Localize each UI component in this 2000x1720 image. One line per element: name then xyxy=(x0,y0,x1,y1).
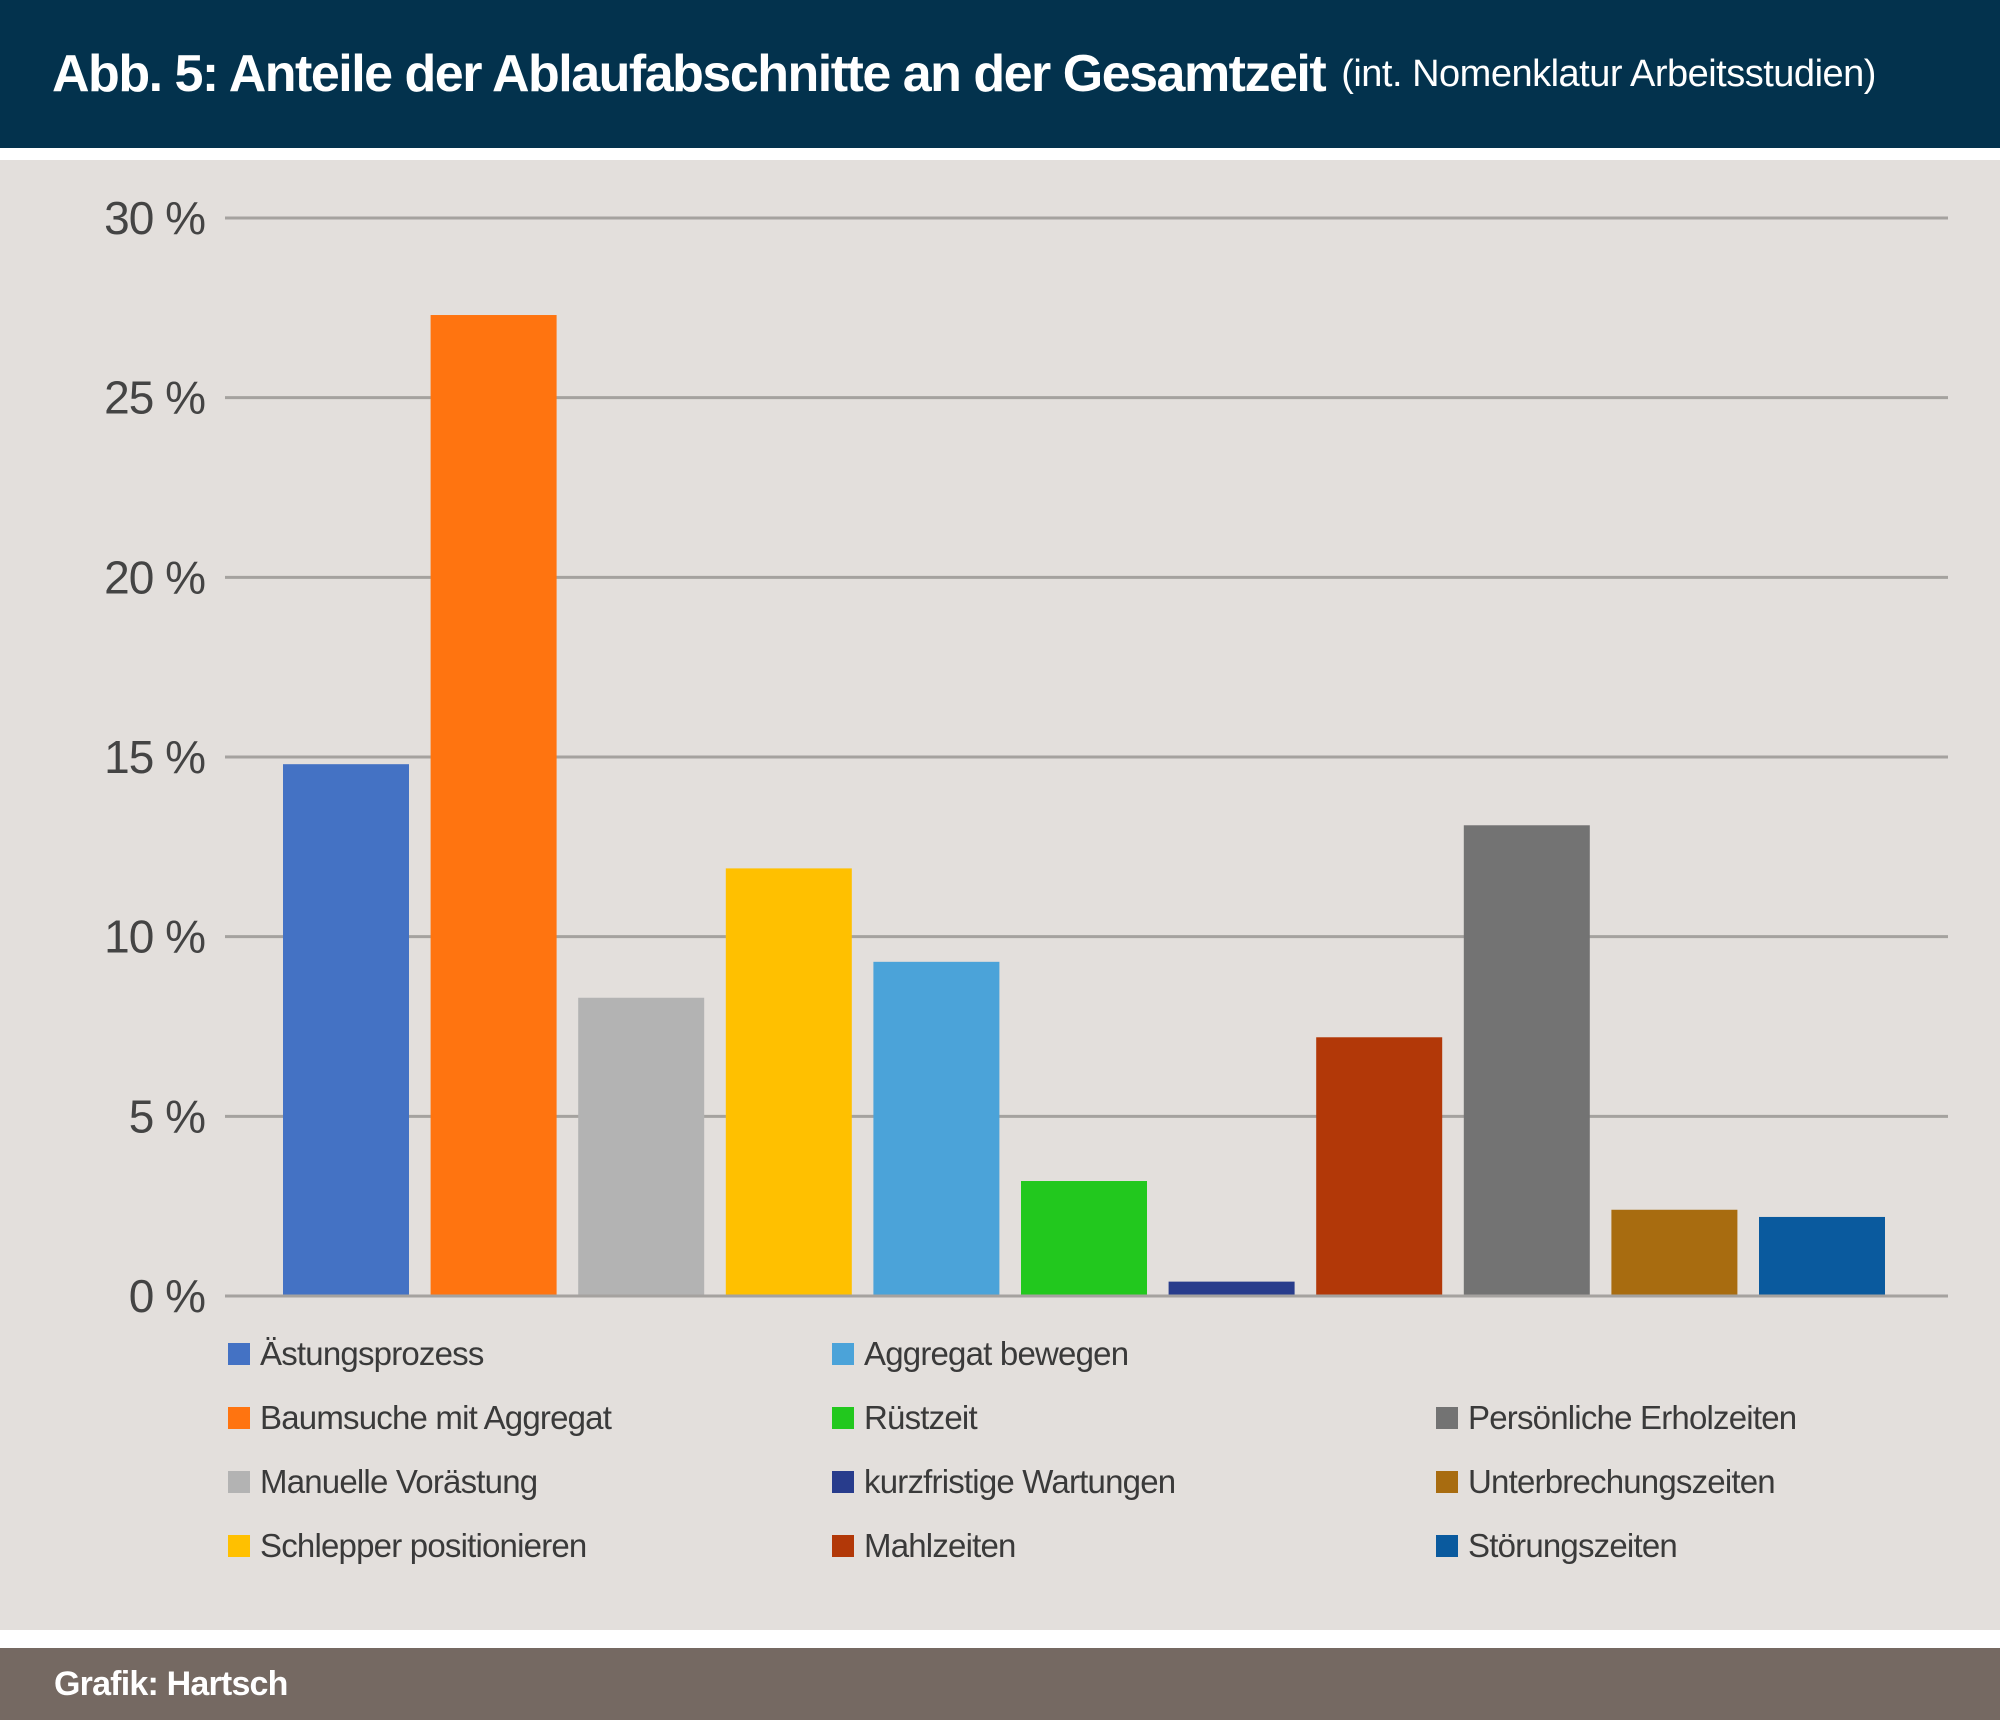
bar-chart: 0 % 5 % 10 % 15 % 20 % 25 % 30 % xyxy=(104,192,1948,1322)
y-tick-label: 25 % xyxy=(104,372,205,424)
bar xyxy=(1021,1181,1147,1296)
footer-credit: Grafik: Hartsch xyxy=(54,1664,288,1703)
chart-title: Abb. 5: Anteile der Ablaufabschnitte an … xyxy=(52,45,1327,103)
bar xyxy=(873,961,1000,1296)
y-tick-label: 30 % xyxy=(104,192,205,244)
bar xyxy=(1759,1216,1885,1296)
bar xyxy=(725,868,852,1296)
y-tick-label: 0 % xyxy=(129,1270,205,1322)
bar xyxy=(1463,825,1590,1296)
bar xyxy=(430,315,557,1296)
bar xyxy=(283,764,409,1296)
y-tick-label: 5 % xyxy=(129,1090,205,1142)
y-tick-label: 20 % xyxy=(104,551,205,603)
y-tick-label: 10 % xyxy=(104,911,205,963)
y-tick-label: 15 % xyxy=(104,731,205,783)
bar xyxy=(1316,1037,1443,1296)
chart-subtitle: (int. Nomenklatur Arbeitsstudien) xyxy=(1341,52,1876,95)
bar xyxy=(578,997,705,1296)
chart-panel: 0 % 5 % 10 % 15 % 20 % 25 % 30 % Ästungsprozes… xyxy=(0,160,2000,1630)
bar xyxy=(1611,1209,1738,1296)
bar xyxy=(1168,1281,1295,1296)
footer: Grafik: Hartsch xyxy=(0,1648,2000,1720)
chart-header: Abb. 5: Anteile der Ablaufabschnitte an … xyxy=(0,0,2000,148)
